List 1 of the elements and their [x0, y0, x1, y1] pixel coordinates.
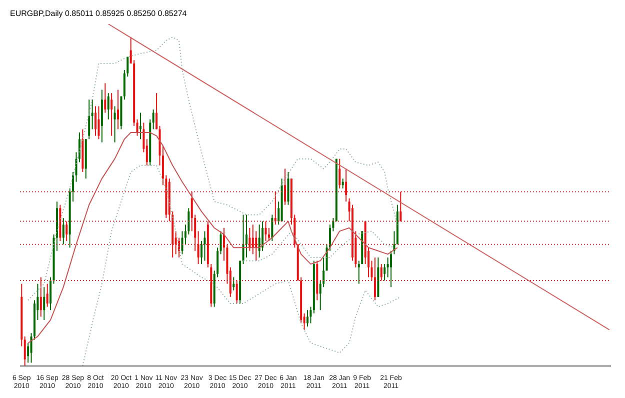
chart-title: EURGBP,Daily 0.85011 0.85925 0.85250 0.85274 — [9, 8, 188, 20]
